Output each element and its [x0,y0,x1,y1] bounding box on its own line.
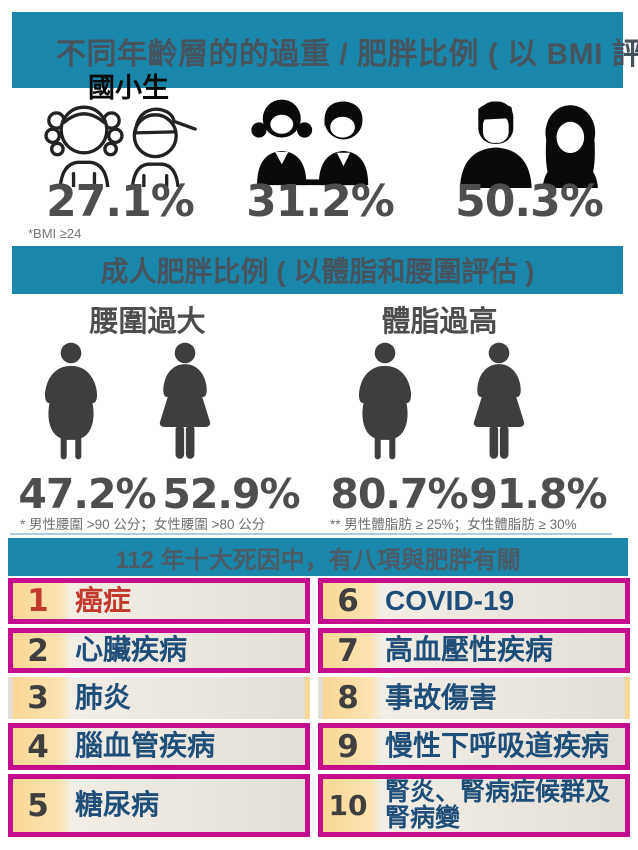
cause-rank: 1 [27,583,49,619]
students-icon [240,92,390,187]
cause-label: COVID-19 [385,584,515,616]
cause-rank: 7 [337,632,359,669]
cause-label: 腦血管疾病 [75,730,216,762]
cause-label: 肺炎 [75,681,132,713]
cause-row-4: 4 腦血管疾病 [8,723,310,770]
bmi-value-students: 31.2% [246,176,395,227]
bodyfat-male-value: 80.7% [330,470,468,518]
bodyfat-female-value: 91.8% [469,470,607,518]
cause-label: 慢性下呼吸道疾病 [385,730,610,762]
cause-row-1: 1 癌症 [8,578,310,624]
cause-label: 腎炎、腎病症候群及腎病變 [385,778,611,832]
cause-rank: 8 [337,680,359,716]
obese-male-figure-icon [342,333,428,471]
causes-section-header-bar: 112 年十大死因中，有八項與肥胖有關 [8,538,628,576]
adult-section-header-bar: 成人肥胖比例 ( 以體脂和腰圍評估 ) [12,246,623,294]
causes-section-title: 112 年十大死因中，有八項與肥胖有關 [115,546,521,574]
obese-female-figure-icon [456,333,542,471]
cause-rank: 9 [337,728,359,765]
section-divider-line [10,533,612,535]
cause-rank: 5 [27,787,49,824]
cause-row-8: 8 事故傷害 [318,677,630,719]
bmi-value-elementary: 27.1% [46,176,195,227]
children-outline-icon [32,92,212,187]
bmi-value-adults: 50.3% [455,176,604,227]
cause-row-6: 6 COVID-19 [318,578,630,624]
obese-male-figure-icon [28,333,114,471]
cause-label: 癌症 [75,584,132,616]
waist-female-value: 52.9% [162,470,300,518]
cause-row-7: 7 高血壓性疾病 [318,628,630,673]
waist-footnote: * 男性腰圍 >90 公分；女性腰圍 >80 公分 [20,517,266,532]
cause-label: 事故傷害 [385,681,498,713]
bodyfat-group-label: 體脂過高 [381,306,498,338]
cause-label: 糖尿病 [75,789,160,821]
bodyfat-footnote: ** 男性體脂肪 ≥ 25%；女性體脂肪 ≥ 30% [330,517,577,532]
cause-row-5: 5 糖尿病 [8,774,310,837]
cause-row-10: 10 腎炎、腎病症候群及腎病變 [318,774,630,837]
cause-row-9: 9 慢性下呼吸道疾病 [318,723,630,770]
bmi-footnote: *BMI ≥24 [28,226,82,241]
bmi-section-header-bar: 不同年齡層的的過重 / 肥胖比例 ( 以 BMI 評估) 國小生 [12,12,638,103]
age-group-label-elementary: 國小生 [88,73,169,103]
causes-list: 1 癌症 2 心臟疾病 3 肺炎 4 腦血管疾病 5 糖尿病 6 COVID-1… [8,578,630,837]
cause-rank: 2 [27,632,49,669]
waist-male-value: 47.2% [18,470,156,518]
adults-icon [448,96,608,188]
cause-label: 高血壓性疾病 [385,634,554,666]
adult-section-title: 成人肥胖比例 ( 以體脂和腰圍評估 ) [100,256,535,287]
cause-rank: 10 [328,789,368,822]
cause-row-3: 3 肺炎 [8,677,310,719]
cause-rank: 4 [27,728,49,765]
cause-rank: 3 [27,680,49,716]
cause-rank: 6 [337,583,359,619]
bmi-section-title: 不同年齡層的的過重 / 肥胖比例 ( 以 BMI 評估) [56,38,638,71]
cause-row-2: 2 心臟疾病 [8,628,310,673]
waist-group-label: 腰圍過大 [89,306,206,338]
cause-label: 心臟疾病 [75,634,188,666]
obese-female-figure-icon [142,333,228,471]
